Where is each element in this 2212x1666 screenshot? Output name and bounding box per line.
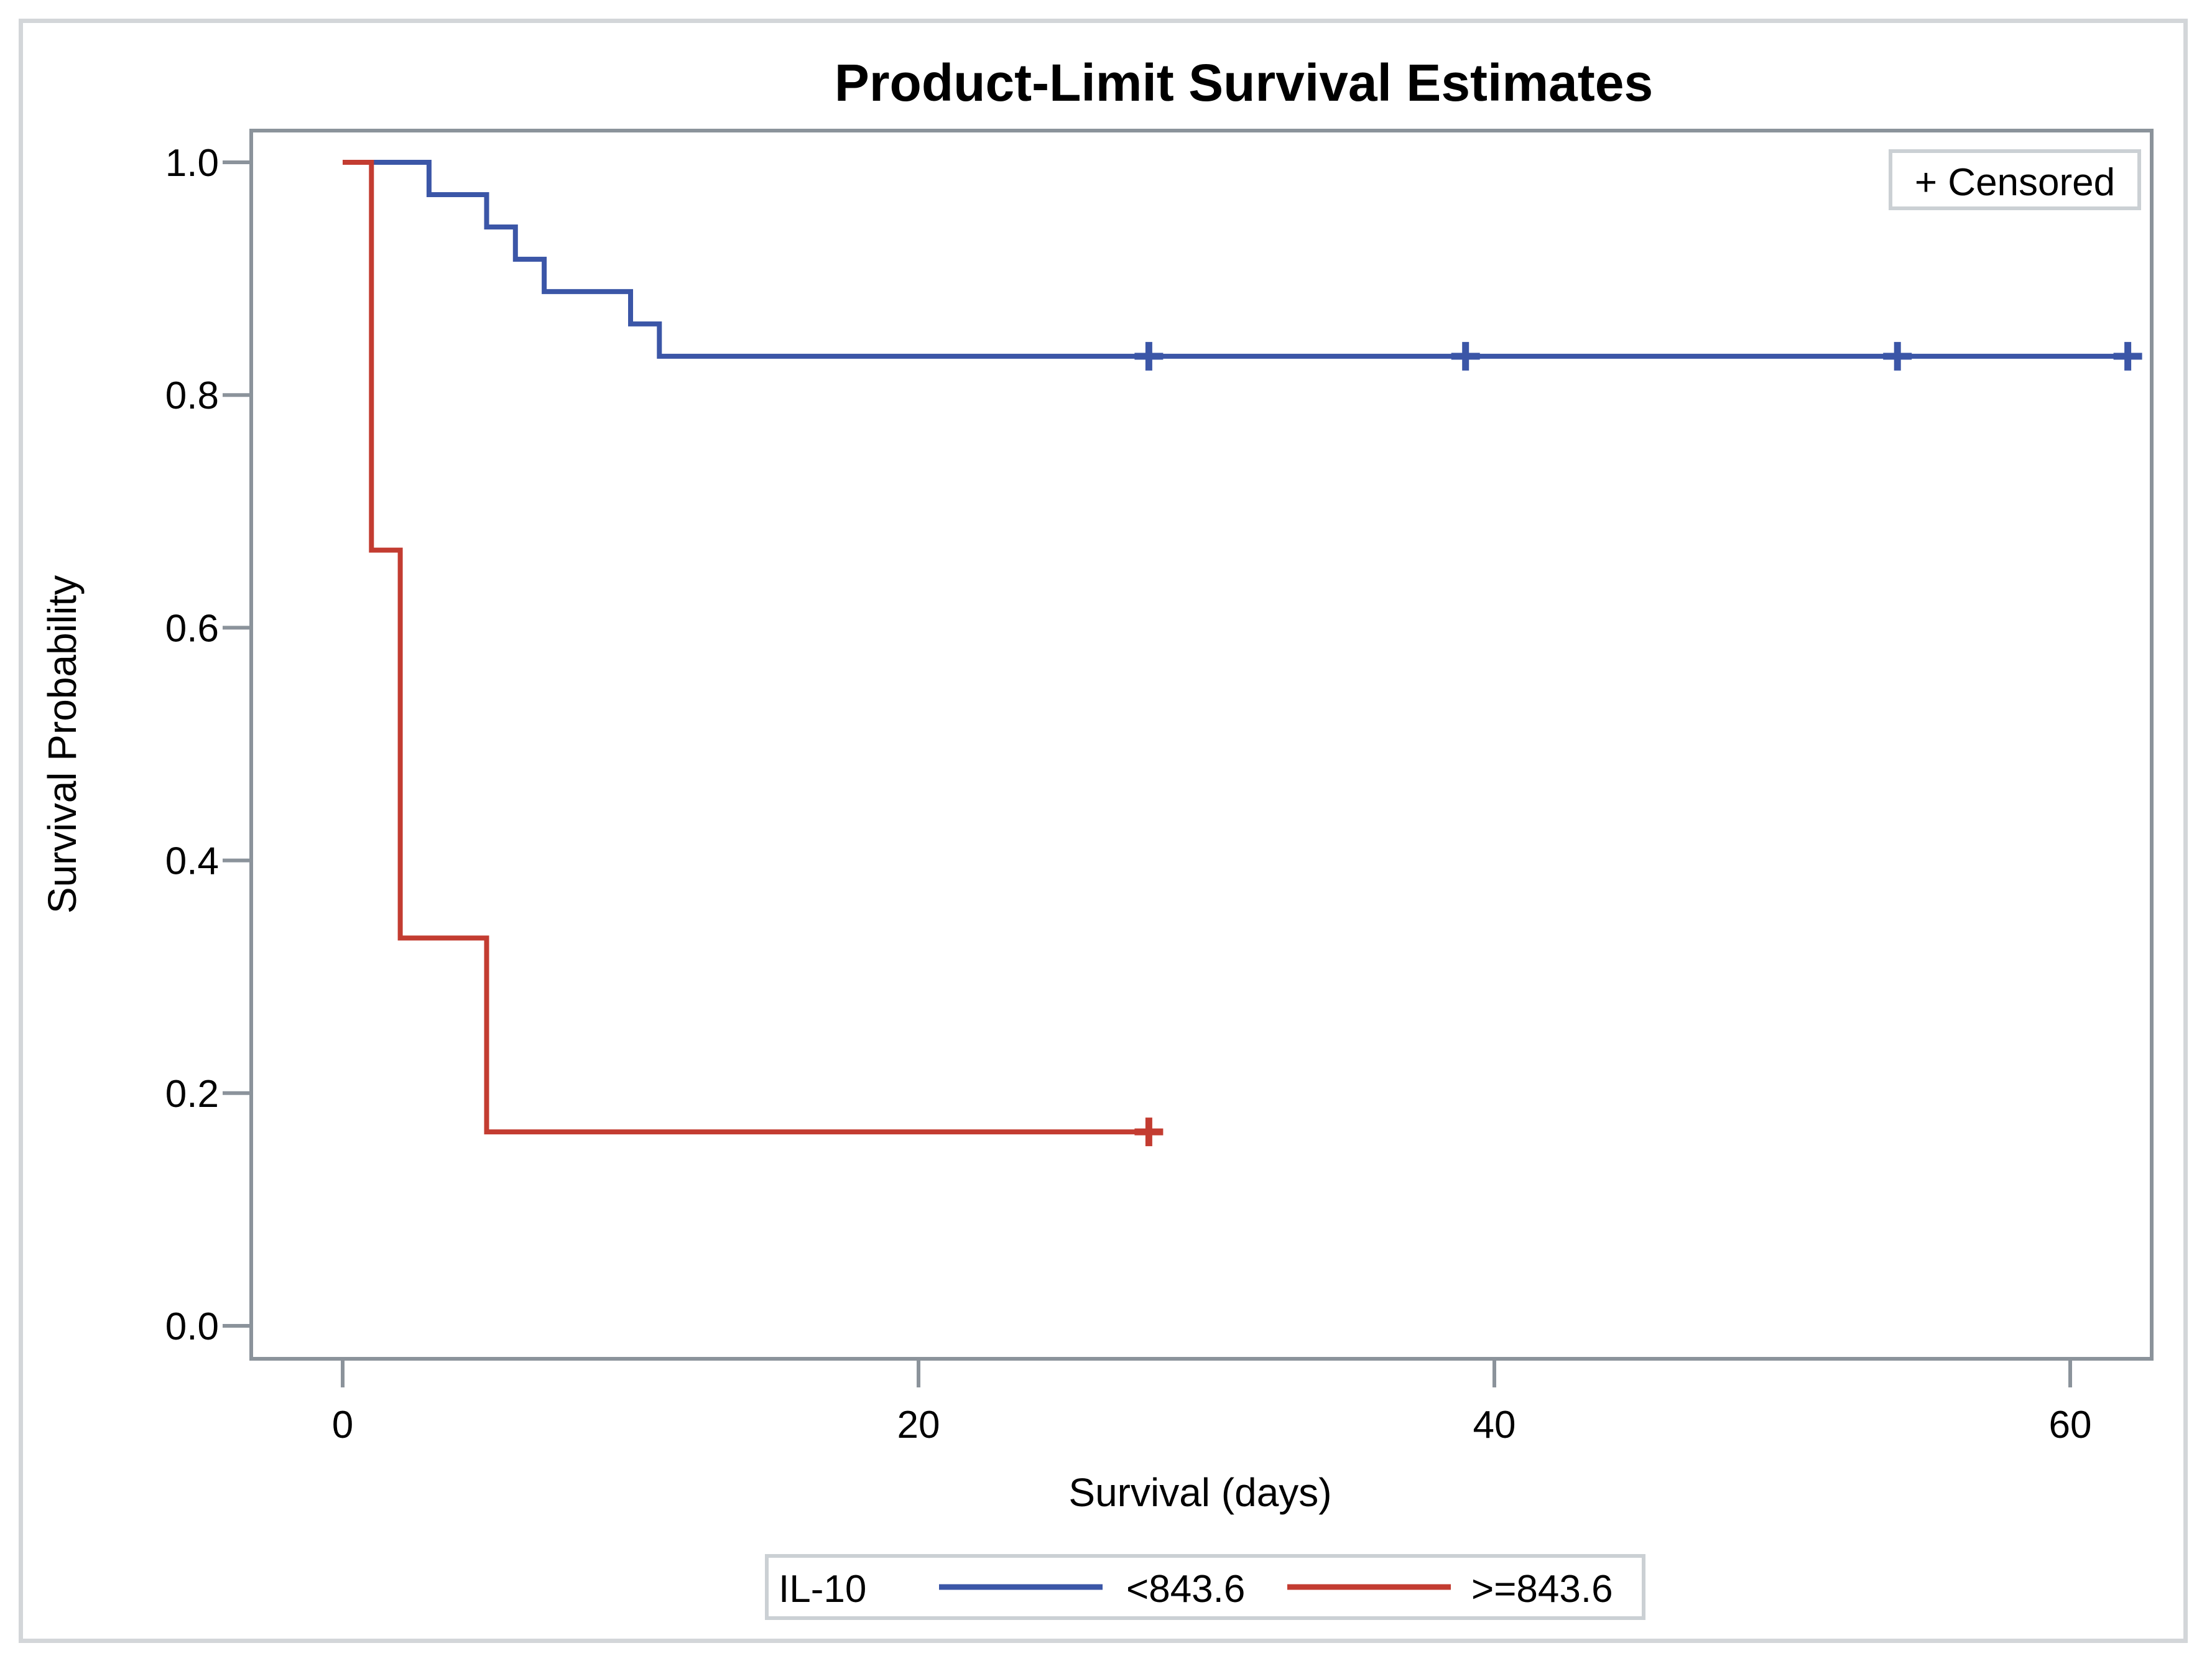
- legend-entry-label-ge: >=843.6: [1471, 1568, 1613, 1611]
- censored-legend-border: [1889, 149, 2141, 210]
- group-legend-border: [765, 1554, 1645, 1620]
- legend-group-label: IL-10: [779, 1568, 866, 1611]
- x-tick-label: 60: [2049, 1404, 2092, 1446]
- censor-mark: [1134, 1118, 1164, 1147]
- censored-legend-box: + Censored: [1889, 149, 2141, 210]
- y-tick-label: 1.0: [165, 142, 219, 185]
- legend-entry-label-lt: <843.6: [1126, 1568, 1245, 1611]
- censored-legend-label: + Censored: [1915, 161, 2115, 204]
- survival-curve-red: [343, 160, 1149, 1135]
- y-tick-label: 0.0: [165, 1305, 219, 1348]
- censor-mark: [1883, 341, 1912, 371]
- plot-frame: [249, 129, 2154, 1361]
- survival-curve-blue: [343, 160, 2128, 359]
- y-tick-label: 0.4: [165, 840, 219, 883]
- chart-title: Product-Limit Survival Estimates: [835, 53, 1653, 112]
- y-axis-ticks: 1.0 0.8 0.6 0.4 0.2 0.0: [165, 142, 251, 1348]
- group-legend-box: IL-10 <843.6 >=843.6: [765, 1554, 1645, 1620]
- censor-mark: [1134, 341, 1164, 371]
- x-tick-label: 20: [897, 1404, 940, 1446]
- x-axis-ticks: 0 20 40 60: [332, 1359, 2092, 1446]
- y-axis-title: Survival Probability: [40, 575, 85, 914]
- y-tick-label: 0.2: [165, 1073, 219, 1116]
- x-tick-label: 0: [332, 1404, 353, 1446]
- censor-mark: [1451, 341, 1480, 371]
- y-tick-label: 0.8: [165, 374, 219, 417]
- censor-mark: [2113, 341, 2142, 371]
- x-axis-title: Survival (days): [1068, 1470, 1331, 1515]
- x-tick-label: 40: [1473, 1404, 1516, 1446]
- survival-curves: [343, 160, 2142, 1147]
- y-tick-label: 0.6: [165, 607, 219, 650]
